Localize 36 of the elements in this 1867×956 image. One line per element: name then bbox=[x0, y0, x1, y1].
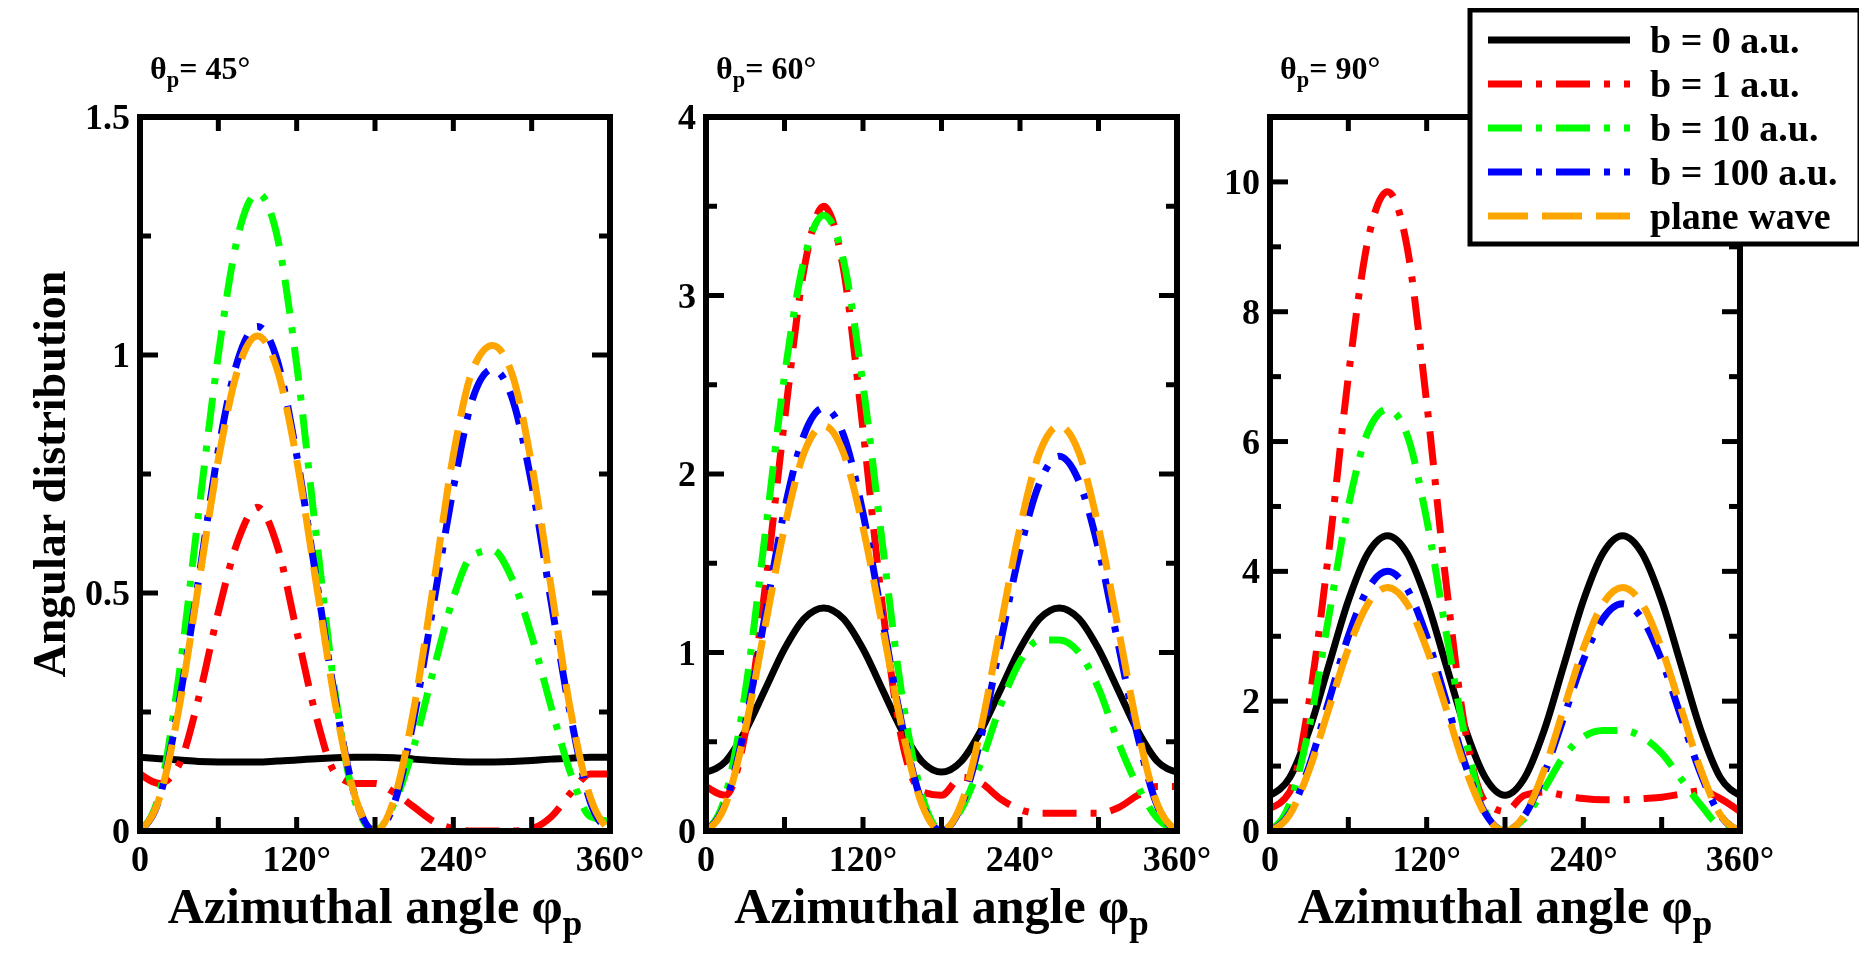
y-tick-label: 3 bbox=[678, 275, 696, 316]
legend-label: b = 10 a.u. bbox=[1650, 107, 1819, 149]
y-tick-label: 0.5 bbox=[85, 573, 130, 613]
x-tick-label: 240° bbox=[419, 839, 488, 879]
chart-title: θ$_{p}$= 45° bbox=[150, 50, 251, 92]
x-tick-label: 360° bbox=[1142, 839, 1212, 879]
y-tick-label: 1.5 bbox=[85, 97, 130, 137]
y-tick-label: 4 bbox=[678, 97, 696, 137]
y-tick-label: 0 bbox=[1242, 811, 1260, 851]
x-tick-label: 240° bbox=[1549, 839, 1618, 879]
x-tick-label: 120° bbox=[262, 839, 331, 879]
x-tick-label: 240° bbox=[985, 839, 1055, 879]
y-tick-label: 4 bbox=[1242, 551, 1260, 592]
chart-title: θ$_{p}$= 60° bbox=[716, 50, 817, 92]
chart-title: θ$_{p}$= 90° bbox=[1280, 50, 1381, 92]
y-tick-label: 1 bbox=[112, 335, 130, 375]
y-tick-label: 2 bbox=[1242, 681, 1260, 722]
y-tick-label: 6 bbox=[1242, 421, 1260, 462]
x-axis-title: Azimuthal angle φ$_{p}$ bbox=[167, 878, 583, 944]
legend-label: plane wave bbox=[1650, 195, 1831, 237]
x-axis-title: Azimuthal angle φ$_{p}$ bbox=[1297, 878, 1713, 944]
x-tick-label: 360° bbox=[1705, 839, 1775, 879]
y-tick-label: 1 bbox=[678, 632, 696, 673]
y-axis-title: Angular distribution bbox=[24, 270, 75, 678]
y-tick-label: 8 bbox=[1242, 291, 1260, 332]
legend-label: b = 100 a.u. bbox=[1650, 151, 1838, 193]
y-tick-label: 2 bbox=[678, 454, 696, 494]
y-tick-label: 10 bbox=[1224, 161, 1260, 202]
legend-label: b = 0 a.u. bbox=[1650, 19, 1800, 61]
x-tick-label: 120° bbox=[1392, 839, 1461, 879]
x-axis-title: Azimuthal angle φ$_{p}$ bbox=[734, 878, 1149, 944]
legend-label: b = 1 a.u. bbox=[1650, 63, 1800, 105]
y-tick-label: 0 bbox=[112, 811, 130, 851]
y-tick-label: 0 bbox=[678, 811, 696, 851]
x-tick-label: 360° bbox=[575, 839, 645, 879]
x-tick-label: 120° bbox=[828, 839, 898, 879]
